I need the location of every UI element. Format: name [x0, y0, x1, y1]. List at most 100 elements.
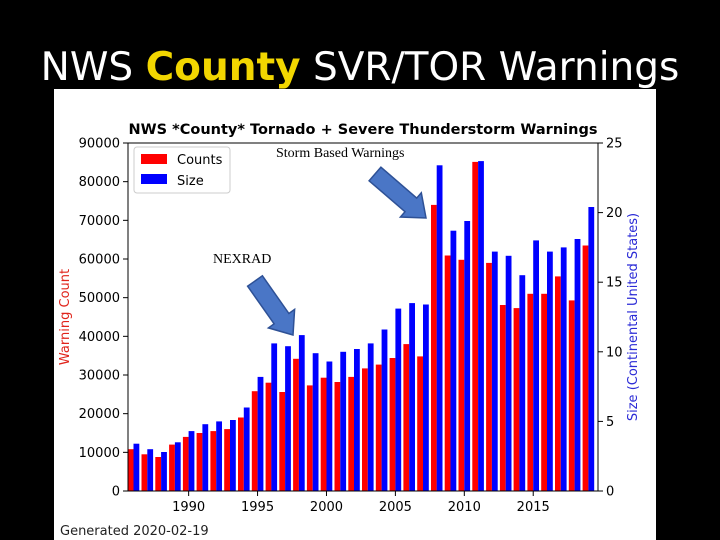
y-left-tick-label: 0: [112, 485, 120, 500]
size-bar: [202, 424, 209, 491]
axes-layer: 0100002000030000400005000060000700008000…: [58, 122, 641, 539]
y-left-tick-label: 50000: [79, 291, 120, 306]
size-bar: [312, 353, 319, 491]
count-bar: [279, 392, 286, 491]
count-bar: [182, 436, 189, 491]
y-right-tick-label: 15: [606, 276, 623, 291]
y-left-tick-label: 70000: [79, 214, 120, 229]
size-bar: [381, 329, 388, 491]
count-bar: [196, 433, 203, 491]
size-bar: [436, 165, 443, 492]
count-bar: [210, 431, 217, 491]
size-bar: [574, 239, 581, 491]
x-tick-label: 2015: [517, 500, 550, 515]
chart-title: NWS *County* Tornado + Severe Thundersto…: [129, 122, 598, 138]
size-bar: [216, 421, 222, 491]
slide-title: NWS County SVR/TOR Warnings: [0, 44, 720, 92]
count-bar: [444, 255, 451, 491]
count-bar: [362, 368, 368, 491]
y-right-tick-label: 25: [606, 137, 623, 152]
y-left-tick-label: 60000: [79, 253, 120, 268]
x-tick-label: 2000: [310, 500, 343, 515]
y-right-tick-label: 5: [606, 415, 614, 430]
size-bar: [519, 275, 526, 491]
plot-frame: [127, 142, 599, 492]
size-bar: [174, 442, 181, 491]
y-left-tick-label: 10000: [79, 446, 120, 461]
y-right-tick-label: 10: [606, 345, 623, 360]
count-bar: [141, 454, 148, 491]
size-bar: [395, 308, 402, 491]
count-bar: [582, 245, 589, 491]
nexrad-arrow: [246, 274, 296, 336]
y-left-tick-label: 20000: [79, 407, 120, 422]
size-bar: [257, 376, 264, 491]
size-bar: [298, 335, 305, 491]
count-bar: [334, 382, 341, 491]
generated-date: Generated 2020-02-19: [60, 524, 209, 539]
count-bar: [486, 262, 492, 491]
count-bar: [513, 308, 520, 491]
legend-label-size: Size: [177, 174, 204, 189]
count-bar: [431, 204, 437, 491]
size-bar: [450, 230, 457, 491]
size-bar: [547, 251, 553, 491]
count-bar: [499, 305, 506, 491]
size-bar: [354, 349, 360, 491]
size-bar: [271, 343, 278, 491]
size-bar: [340, 351, 347, 491]
count-bar: [375, 364, 382, 491]
count-bar: [555, 276, 561, 491]
size-bar: [188, 431, 195, 491]
count-bar: [403, 344, 410, 491]
size-bar: [230, 420, 236, 491]
size-bar: [243, 407, 250, 491]
x-tick-label: 2010: [448, 500, 481, 515]
size-bar: [409, 303, 415, 491]
size-bar: [560, 247, 567, 491]
size-bar: [478, 161, 484, 491]
x-tick-label: 2005: [379, 500, 412, 515]
size-bar: [491, 251, 498, 491]
x-tick-label: 1990: [172, 500, 205, 515]
bar-layer: [127, 161, 595, 492]
legend-label-counts: Counts: [177, 153, 223, 168]
size-bar: [147, 449, 154, 491]
count-bar: [251, 391, 258, 491]
y-left-tick-label: 30000: [79, 369, 120, 384]
storm-based-arrow: [368, 166, 427, 219]
size-bar: [588, 207, 595, 491]
size-bar: [133, 443, 140, 491]
size-bar: [161, 452, 167, 491]
count-bar: [417, 356, 423, 491]
count-bar: [224, 429, 230, 491]
y-left-tick-label: 80000: [79, 175, 120, 190]
warnings-chart: 0100002000030000400005000060000700008000…: [58, 122, 641, 539]
count-bar: [348, 376, 355, 491]
title-part-1: NWS: [40, 45, 146, 90]
size-bar: [326, 361, 333, 491]
y-left-axis-label: Warning Count: [58, 269, 73, 365]
y-right-axis-label: Size (Continental United States): [626, 213, 641, 421]
y-left-tick-label: 40000: [79, 330, 120, 345]
size-bar: [423, 304, 429, 491]
count-bar: [568, 300, 575, 491]
count-bar: [527, 293, 534, 491]
callout-storm-based: Storm Based Warnings: [276, 146, 405, 161]
size-bar: [533, 240, 539, 491]
size-bar: [367, 343, 374, 491]
count-bar: [127, 449, 134, 491]
count-bar: [293, 358, 299, 491]
size-bar: [505, 255, 512, 491]
y-left-tick-label: 90000: [79, 137, 120, 152]
size-bar: [285, 346, 291, 491]
legend-swatch-counts: [141, 154, 167, 164]
callout-nexrad: NEXRAD: [213, 252, 272, 267]
x-tick-label: 1995: [241, 500, 274, 515]
count-bar: [155, 457, 162, 491]
count-bar: [458, 259, 465, 491]
count-bar: [238, 417, 244, 491]
count-bar: [169, 444, 175, 491]
y-right-tick-label: 0: [606, 485, 614, 500]
title-highlight: County: [145, 45, 301, 90]
